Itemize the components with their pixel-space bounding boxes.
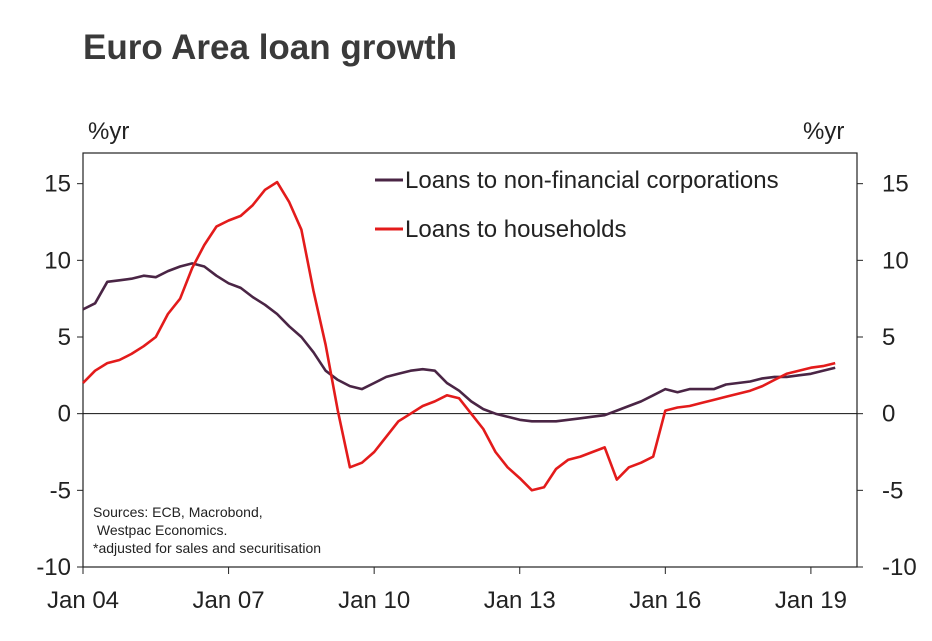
series-lines [82,180,836,492]
y-tick-label-left: 5 [58,324,71,351]
y-tick-label-left: -5 [50,477,71,504]
legend-label: Loans to non-financial corporations [405,167,779,194]
x-tick-label: Jan 16 [629,587,701,614]
y-tick-label-left: 10 [44,247,71,274]
series-line-nfc [82,262,836,423]
y-tick-label-right: -5 [882,477,903,504]
plot-frame [82,152,858,568]
y-tick-label-right: 10 [882,247,909,274]
legend: Loans to non-financial corporations Loans… [375,167,779,243]
legend-label: Loans to households [405,216,627,243]
y-tick-label-left: 15 [44,171,71,198]
right-axis-unit: %yr [803,118,845,145]
y-tick-label-left: 0 [58,401,71,428]
y-tick-label-right: 0 [882,401,895,428]
y-tick-label-left: -10 [36,554,71,581]
source-line: Sources: ECB, Macrobond, [93,504,263,520]
x-tick-label: Jan 04 [47,587,119,614]
chart-title: Euro Area loan growth [83,28,458,67]
y-tick-label-right: 15 [882,171,909,198]
left-axis-unit: %yr [88,118,130,145]
series-line-households [82,180,836,492]
x-tick-label: Jan 07 [193,587,265,614]
source-note: Sources: ECB, Macrobond, Westpac Economi… [93,504,321,556]
x-tick-label: Jan 13 [484,587,556,614]
axis-ticks: 15 15 10 10 5 5 0 0 -5 -5 -10 -10 Jan 04 Jan 07 Jan 10… [36,171,916,614]
y-tick-label-right: 5 [882,324,895,351]
y-tick-label-right: -10 [882,554,917,581]
source-line: Westpac Economics. [93,522,227,538]
x-tick-label: Jan 19 [775,587,847,614]
source-line: *adjusted for sales and securitisation [93,540,321,556]
x-tick-label: Jan 10 [338,587,410,614]
